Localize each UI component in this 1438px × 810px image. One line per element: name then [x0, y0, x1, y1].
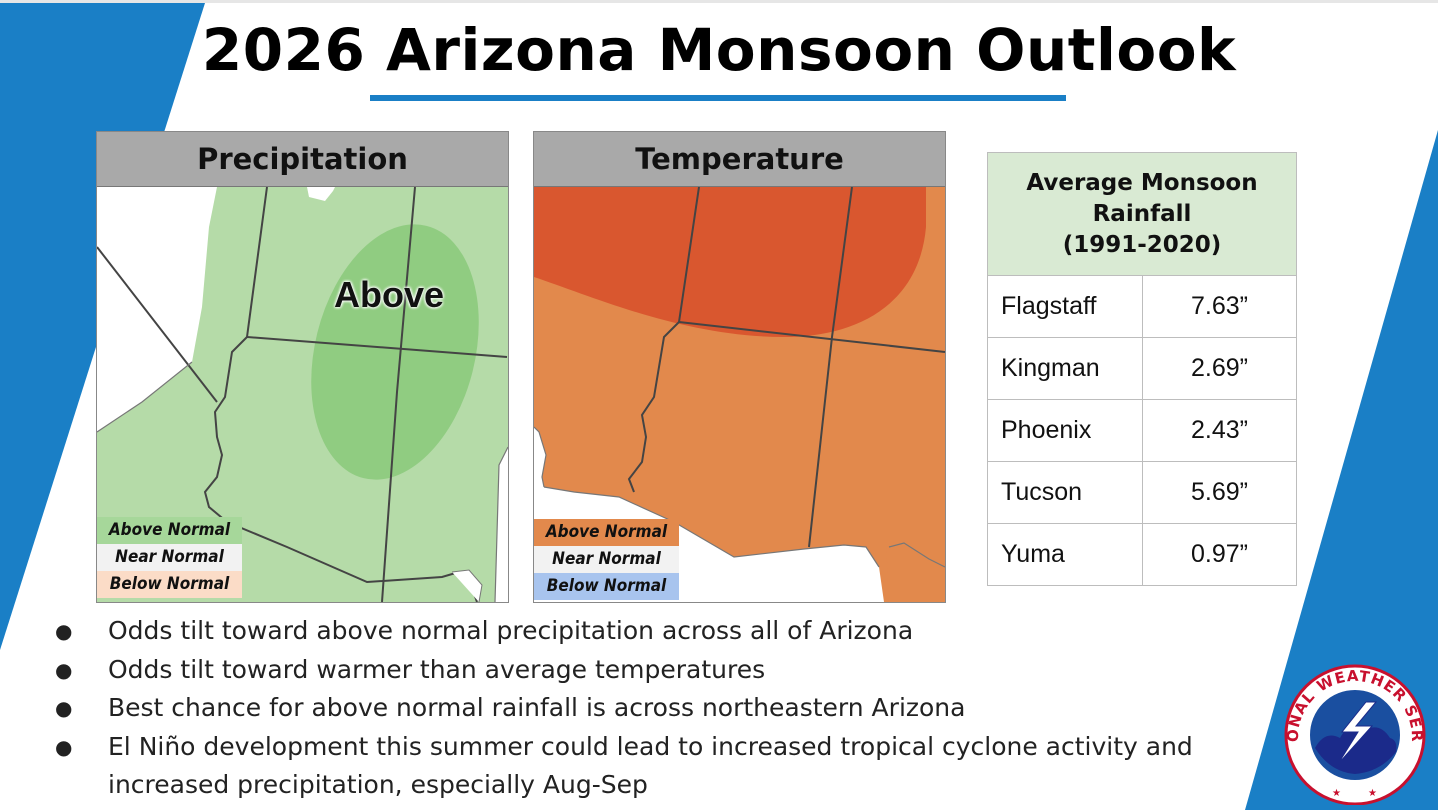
outlook-bullets: ● Odds tilt toward above normal precipita…	[55, 612, 1270, 805]
list-item: ● El Niño development this summer could l…	[55, 728, 1270, 805]
table-row: Phoenix 2.43”	[987, 399, 1297, 462]
svg-text:★: ★	[1368, 788, 1377, 799]
table-row: Kingman 2.69”	[987, 337, 1297, 400]
svg-text:★: ★	[1332, 788, 1341, 799]
table-row: Yuma 0.97”	[987, 523, 1297, 586]
bullet-icon: ●	[55, 696, 73, 720]
bullet-text: Best chance for above normal rainfall is…	[108, 693, 966, 722]
legend-near-normal: Near Normal	[534, 546, 679, 573]
bullet-text: Odds tilt toward warmer than average tem…	[108, 654, 766, 684]
page-title: 2026 Arizona Monsoon Outlook	[201, 16, 1237, 84]
precipitation-legend: Above Normal Near Normal Below Normal	[97, 517, 242, 598]
bullet-icon: ●	[55, 619, 73, 643]
above-map-label: Above	[334, 274, 445, 315]
bullet-text: El Niño development this summer could le…	[108, 731, 1193, 800]
city-cell: Flagstaff	[987, 275, 1143, 338]
list-item: ● Best chance for above normal rainfall i…	[55, 689, 1270, 728]
precipitation-map	[97, 187, 508, 602]
temperature-legend: Above Normal Near Normal Below Normal	[534, 519, 679, 600]
table-header-line3: (1991-2020)	[1062, 231, 1222, 258]
legend-below-normal: Below Normal	[534, 573, 679, 600]
nws-logo-icon: NATIONAL WEATHER SERVICE ★ ★	[1280, 660, 1426, 805]
rainfall-table: Average Monsoon Rainfall (1991-2020) Fla…	[987, 152, 1297, 586]
city-cell: Kingman	[987, 337, 1143, 400]
temperature-map	[534, 187, 945, 602]
legend-below-normal: Below Normal	[97, 571, 242, 598]
precipitation-header: Precipitation	[97, 132, 508, 187]
bullet-text: Odds tilt toward above normal precipitat…	[108, 616, 914, 645]
rainfall-value-cell: 7.63”	[1142, 275, 1297, 338]
legend-near-normal: Near Normal	[97, 544, 242, 571]
rainfall-value-cell: 2.69”	[1142, 337, 1297, 400]
table-header: Average Monsoon Rainfall (1991-2020)	[987, 152, 1297, 276]
temperature-panel: Temperature Above Normal Near Normal Bel…	[533, 131, 946, 603]
city-cell: Yuma	[987, 523, 1143, 586]
rainfall-value-cell: 0.97”	[1142, 523, 1297, 586]
city-cell: Phoenix	[987, 399, 1143, 462]
bullet-icon: ●	[55, 657, 73, 682]
precipitation-panel: Precipitation Above Above Normal Near No…	[96, 131, 509, 603]
table-header-line2: Rainfall	[1092, 200, 1192, 227]
table-row: Tucson 5.69”	[987, 461, 1297, 524]
city-cell: Tucson	[987, 461, 1143, 524]
rainfall-value-cell: 5.69”	[1142, 461, 1297, 524]
temperature-header: Temperature	[534, 132, 945, 187]
table-header-line1: Average Monsoon	[1026, 169, 1258, 196]
list-item: ● Odds tilt toward warmer than average te…	[55, 651, 1270, 690]
table-header-row: Average Monsoon Rainfall (1991-2020)	[987, 152, 1297, 276]
bullet-icon: ●	[55, 734, 73, 759]
above-normal-core	[534, 187, 926, 337]
title-underline	[370, 95, 1066, 101]
list-item: ● Odds tilt toward above normal precipita…	[55, 612, 1270, 651]
above-normal-core	[311, 224, 479, 480]
rainfall-value-cell: 2.43”	[1142, 399, 1297, 462]
legend-above-normal: Above Normal	[97, 517, 242, 544]
table-row: Flagstaff 7.63”	[987, 275, 1297, 338]
legend-above-normal: Above Normal	[534, 519, 679, 546]
